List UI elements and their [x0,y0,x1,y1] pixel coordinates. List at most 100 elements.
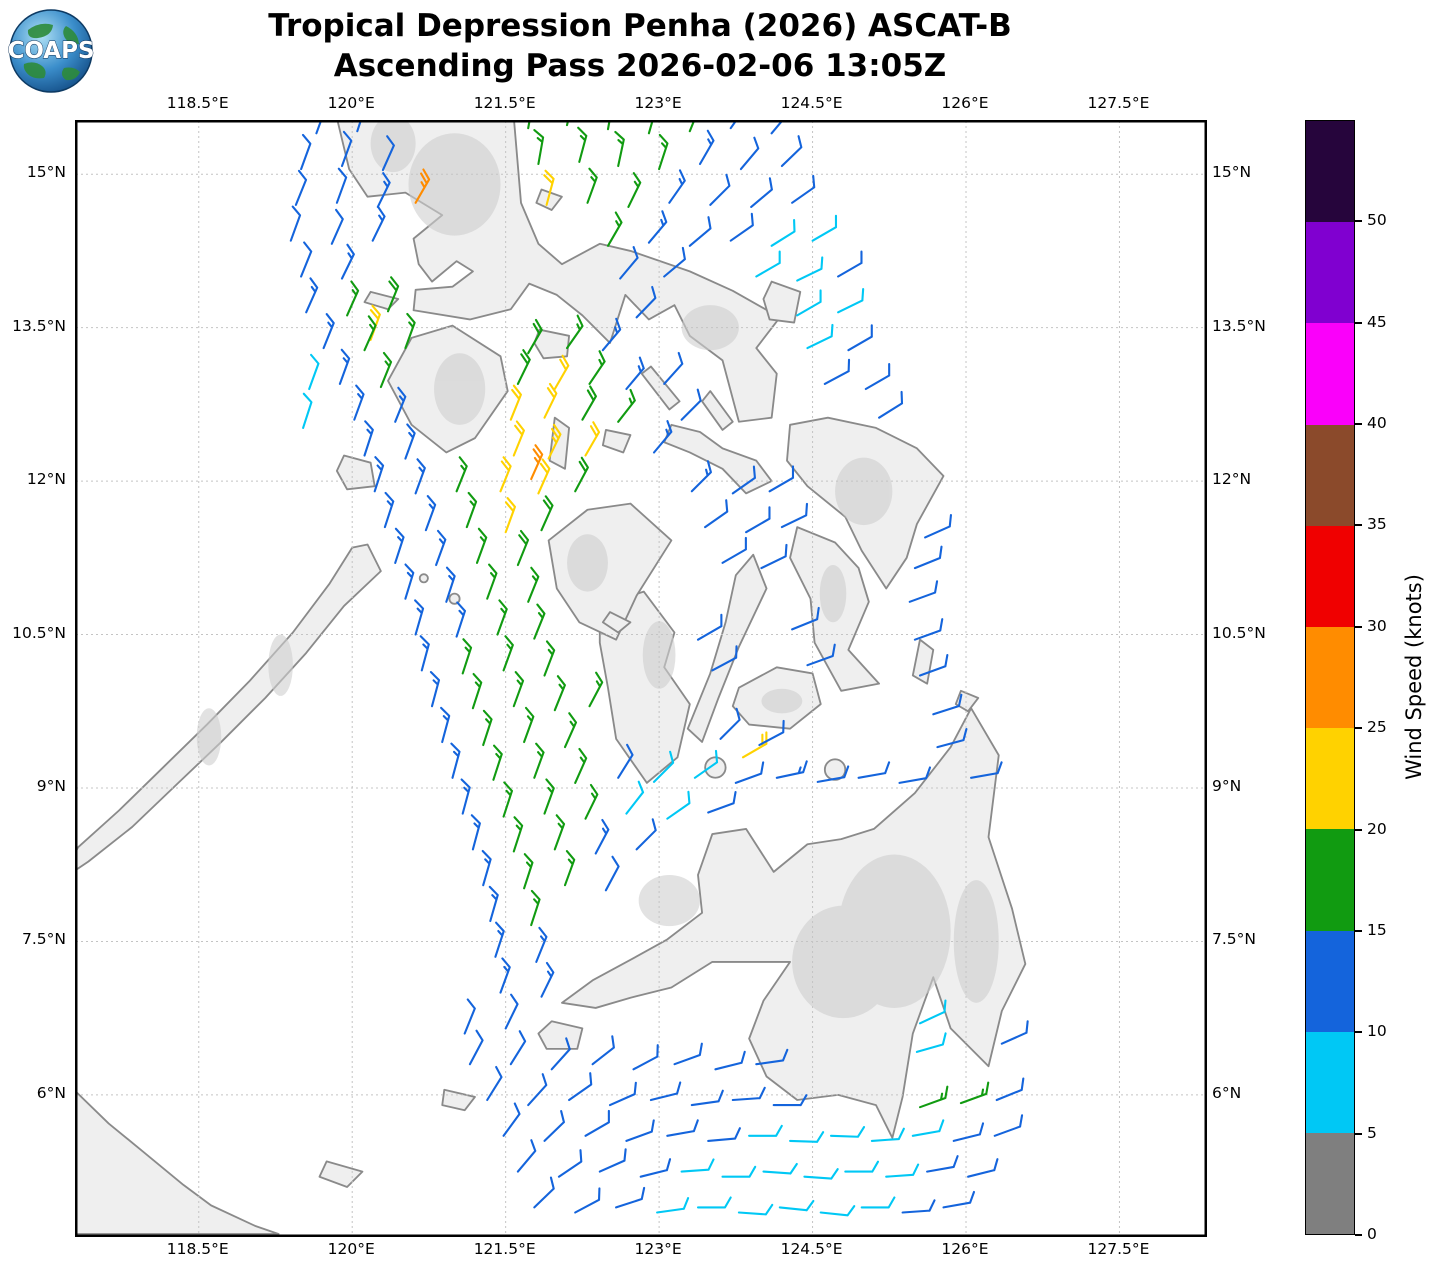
wind-barb-glyph [386,276,400,313]
wind-barb [504,993,519,1030]
colorbar-tick-label: 20 [1367,819,1387,838]
lat-tick-label-right: 12°N [1212,470,1252,489]
wind-barb-glyph [750,177,773,208]
wind-barb-glyph [762,1162,798,1175]
wind-barb [755,250,781,278]
wind-barb-glyph [606,211,623,247]
wind-barb [516,529,530,567]
wind-barb [731,1086,766,1102]
colorbar-segment-45-50 [1306,222,1354,324]
wind-barb-glyph [1000,1020,1029,1045]
island-palawan [76,543,382,871]
wind-barb-glyph [602,121,614,131]
wind-barb-glyph [557,1149,583,1178]
wind-barb-glyph [688,216,712,247]
wind-barb-glyph [504,993,519,1030]
wind-barb [563,712,578,749]
wind-barb [709,173,731,206]
wind-barb-glyph [540,961,555,998]
wind-barb [496,599,508,636]
wind-barb-glyph [780,135,803,168]
wind-barb [811,214,838,242]
wind-barb [404,312,416,350]
wind-barb-glyph [300,241,313,278]
wind-barb [663,246,686,278]
colorbar-segment-30-35 [1306,525,1354,627]
wind-barb-glyph [924,514,952,539]
wind-barb [707,790,737,814]
wind-barb-glyph [543,1110,565,1142]
wind-barb [772,1094,808,1107]
lon-tick-label-top: 121.5°E [473,94,536,112]
wind-barb-glyph [647,210,668,244]
wind-barb-glyph [768,465,795,493]
wind-barb [602,121,614,131]
wind-barb [356,121,367,133]
wind-barb-glyph [913,545,943,570]
wind-barb-glyph [523,121,534,130]
wind-barb [414,599,425,636]
island-dinagat [911,638,935,685]
wind-barb [688,216,712,247]
wind-barb [908,580,939,603]
wind-barb [547,423,562,460]
wind-barb [512,671,525,708]
wind-barb [816,765,850,783]
wind-barb-glyph [504,497,516,534]
colorbar-tickmark [1355,423,1362,426]
wind-barb-glyph [353,384,365,421]
island-cuyo-small [418,573,429,584]
wind-barb [300,133,312,171]
wind-barb [574,747,588,784]
wind-barb-glyph [918,1085,949,1109]
wind-barb-glyph [680,1158,715,1173]
wind-barb [796,256,824,282]
wind-barb [698,129,715,166]
wind-barb [729,212,754,242]
lat-tick-label-left: 10.5°N [12,623,66,642]
wind-barb-glyph [404,312,416,350]
wind-barb-glyph [340,130,353,168]
wind-barb [926,1155,959,1173]
wind-barb-glyph [635,285,657,319]
wind-barb [502,635,514,672]
lon-tick-label-top: 126°E [941,94,989,112]
wind-barb [729,121,748,130]
wind-barb [760,543,788,570]
wind-barb-glyph [512,816,524,853]
wind-barb-glyph [471,672,483,710]
wind-barb [721,536,747,564]
wind-barb [527,1073,548,1107]
wind-barb [673,1042,703,1066]
wind-barb-glyph [340,243,355,280]
wind-barb-glyph [588,671,604,708]
wind-barb-glyph [770,219,796,247]
wind-barb-glyph [932,693,963,716]
island-guimaras [601,611,632,634]
wind-barb [617,388,636,423]
wind-barb-glyph [837,250,863,278]
island-tawitawi [318,1160,364,1188]
wind-barb [806,323,834,350]
wind-barb [967,1158,999,1178]
wind-barb-glyph [289,205,302,242]
wind-barbs-layer [289,121,1029,1217]
wind-barb-glyph [663,246,686,278]
wind-barb-glyph [860,1196,896,1209]
wind-barb-glyph [502,781,513,818]
wind-barb-glyph [690,460,712,493]
wind-barb [419,635,430,672]
wind-barb [488,885,499,923]
wind-barb-glyph [898,766,932,784]
wind-barb [530,444,544,481]
wind-barb [913,618,944,641]
wind-barb [584,783,599,820]
wind-barb [543,382,558,419]
wind-barb-glyph [811,214,838,242]
wind-barb [424,495,437,532]
wind-barb [553,814,566,851]
wind-barb [340,130,353,168]
wind-barb [502,781,513,818]
wind-barb [632,1044,659,1071]
